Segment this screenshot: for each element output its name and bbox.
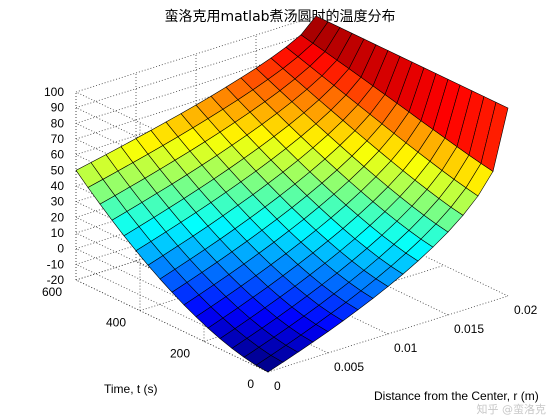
grid-line bbox=[75, 263, 269, 357]
z-tick-label: 80 bbox=[51, 116, 65, 130]
y-tick-label: 0 bbox=[247, 377, 254, 391]
y-tick-label: 600 bbox=[42, 285, 62, 299]
z-tick-label: 0 bbox=[57, 242, 64, 256]
tick-labels: -20-100102030405060708090100020040060000… bbox=[42, 85, 538, 393]
z-tick-label: -10 bbox=[47, 257, 65, 271]
z-tick-label: 40 bbox=[51, 179, 65, 193]
z-tick-label: 70 bbox=[51, 132, 65, 146]
grid-line bbox=[75, 107, 269, 201]
grid-line bbox=[75, 216, 269, 310]
y-tick-label: 200 bbox=[170, 346, 190, 360]
x-tick-label: 0.01 bbox=[394, 341, 418, 355]
y-axis-label: Time, t (s) bbox=[104, 382, 158, 396]
watermark: 知乎 @蛮洛克 bbox=[477, 402, 547, 416]
z-tick-label: -20 bbox=[47, 273, 65, 287]
z-tick-label: 20 bbox=[51, 210, 65, 224]
z-tick-label: 10 bbox=[51, 226, 65, 240]
grid-line bbox=[75, 91, 269, 185]
z-tick-label: 30 bbox=[51, 195, 65, 209]
y-tick-label: 400 bbox=[106, 316, 126, 330]
grid-line bbox=[75, 201, 269, 295]
grid-line bbox=[75, 279, 269, 373]
z-tick-label: 60 bbox=[51, 148, 65, 162]
x-tick-label: 0 bbox=[274, 379, 281, 393]
surface-patch bbox=[480, 101, 509, 172]
z-tick-label: 100 bbox=[44, 85, 64, 99]
x-tick-label: 0.005 bbox=[334, 360, 364, 374]
x-tick-label: 0.02 bbox=[514, 303, 538, 317]
grid-line bbox=[75, 248, 269, 342]
chart-title: 蛮洛克用matlab煮汤圆时的温度分布 bbox=[164, 8, 395, 25]
surface-mesh bbox=[75, 15, 509, 373]
z-tick-label: 90 bbox=[51, 101, 65, 115]
grid-line bbox=[75, 122, 269, 216]
x-axis-label: Distance from the Center, r (m) bbox=[374, 389, 539, 403]
grid-line bbox=[75, 232, 269, 326]
x-tick-label: 0.015 bbox=[454, 322, 484, 336]
z-tick-label: 50 bbox=[51, 163, 65, 177]
